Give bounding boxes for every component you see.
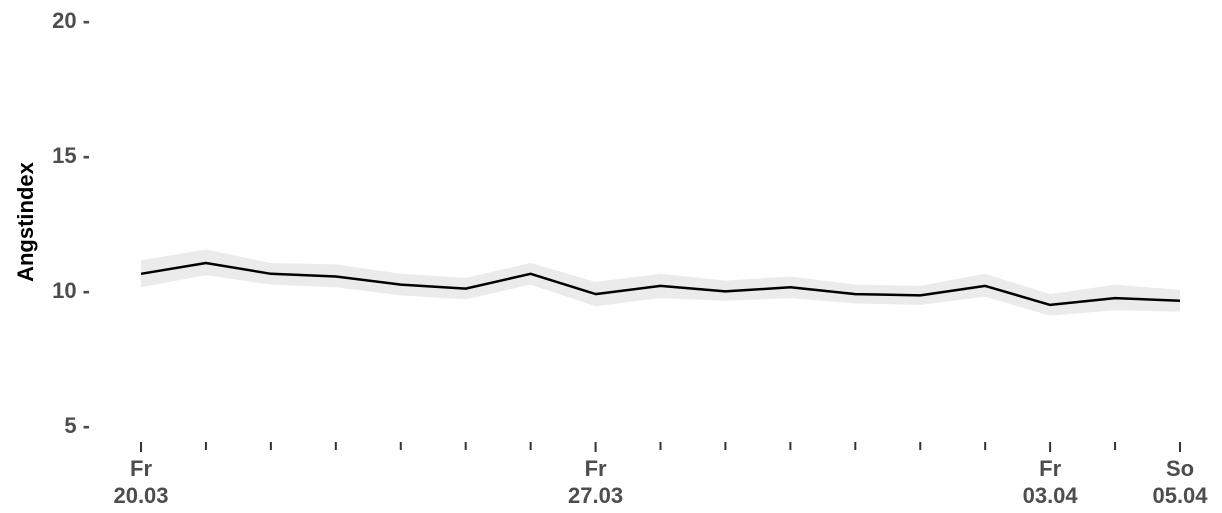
- y-axis-title: Angstindex: [13, 161, 38, 282]
- y-tick-label: 5 -: [64, 413, 90, 438]
- y-tick-label: 15 -: [52, 143, 90, 168]
- confidence-band: [141, 249, 1180, 316]
- x-tick-label-date: 03.04: [1023, 483, 1079, 508]
- x-tick-label-date: 20.03: [113, 483, 168, 508]
- x-tick-label-weekday: So: [1166, 456, 1194, 481]
- y-tick-label: 20 -: [52, 8, 90, 33]
- x-tick-label-weekday: Fr: [130, 456, 152, 481]
- y-axis: 5 - 10 - 15 - 20 -: [52, 8, 90, 438]
- x-tick-label-date: 05.04: [1152, 483, 1208, 508]
- x-tick-label-date: 27.03: [568, 483, 623, 508]
- x-tick-label-weekday: Fr: [1039, 456, 1061, 481]
- x-tick-label-weekday: Fr: [585, 456, 607, 481]
- series-line-layer: [140, 261, 1181, 307]
- y-tick-label: 10 -: [52, 278, 90, 303]
- confidence-band-layer: [141, 249, 1180, 316]
- series-line: [140, 261, 1181, 307]
